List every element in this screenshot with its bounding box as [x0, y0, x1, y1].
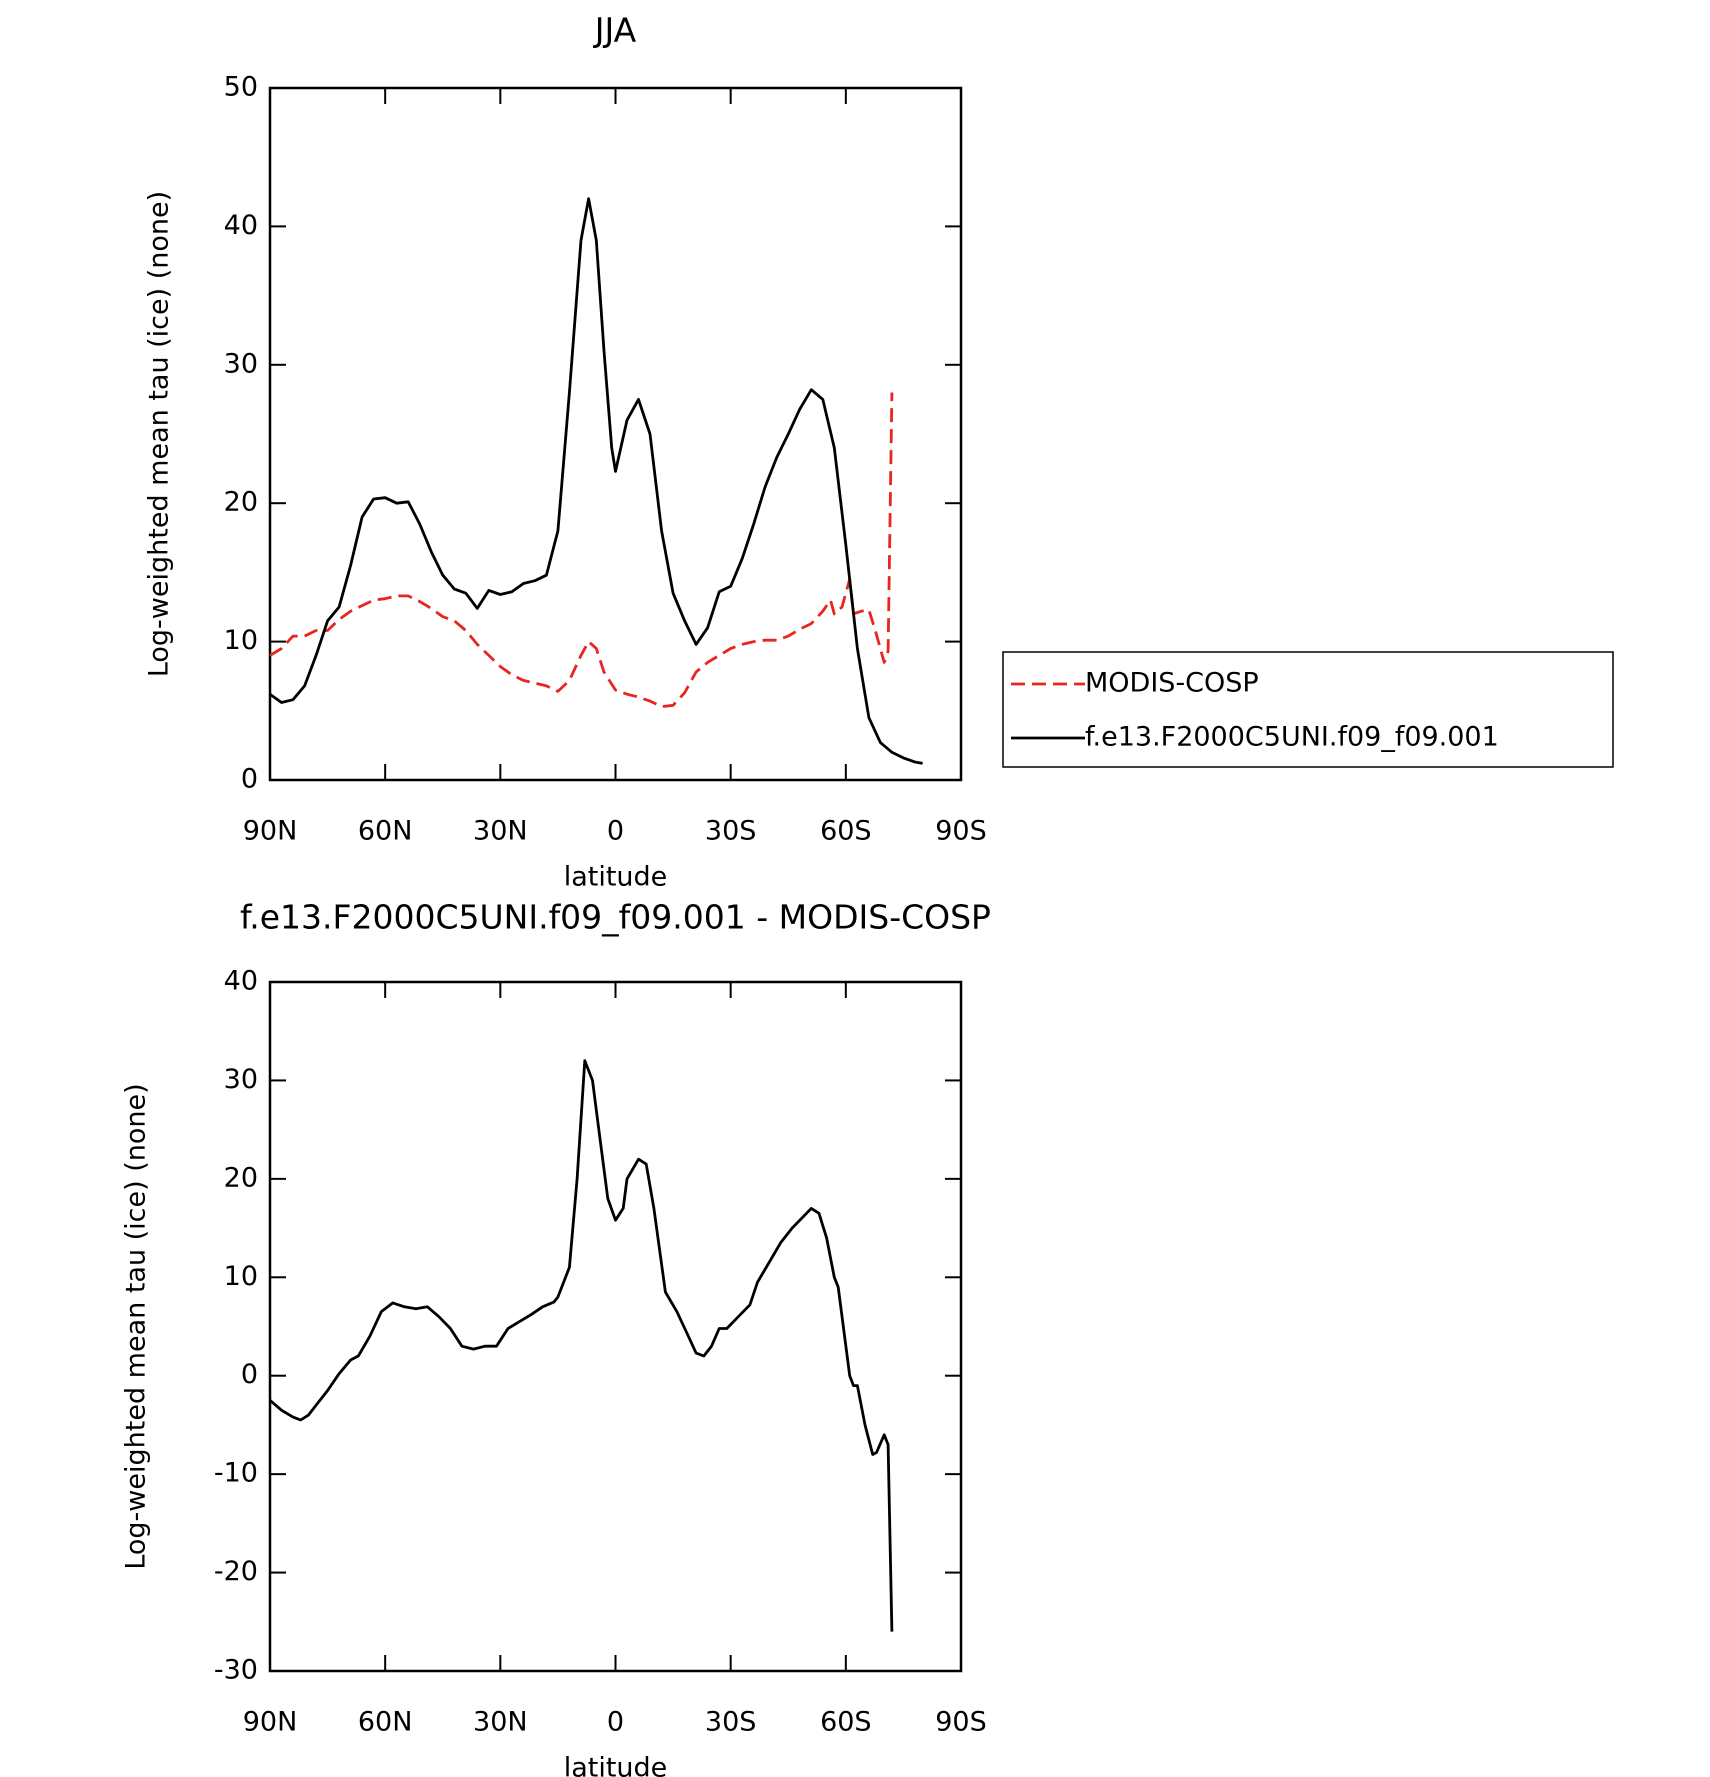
data-line [269, 197, 923, 765]
chart-title: JJA [593, 11, 637, 50]
x-tick-label: 30S [705, 1707, 757, 1738]
chart-title: f.e13.F2000C5UNI.f09_f09.001 - MODIS-COS… [240, 898, 991, 937]
y-tick-label: 30 [224, 348, 258, 379]
y-tick-label: -30 [214, 1655, 258, 1686]
x-tick-label: 0 [607, 816, 624, 847]
legend-box [1002, 651, 1614, 768]
x-axis-label: latitude [564, 862, 668, 893]
x-tick-label: 60S [820, 1707, 872, 1738]
x-tick-label: 90S [935, 816, 987, 847]
y-tick-label: 30 [224, 1064, 258, 1095]
legend-label: MODIS-COSP [1085, 668, 1259, 699]
x-tick-label: 0 [607, 1707, 624, 1738]
y-tick-label: 10 [224, 1261, 258, 1292]
x-tick-label: 90S [935, 1707, 987, 1738]
y-tick-label: 0 [241, 764, 258, 795]
y-tick-label: 40 [224, 966, 258, 997]
data-line [269, 392, 894, 708]
y-tick-label: 20 [224, 487, 258, 518]
plot-frame [268, 86, 963, 782]
y-tick-label: 40 [224, 210, 258, 241]
x-tick-label: 60N [358, 816, 413, 847]
x-tick-label: 90N [243, 816, 298, 847]
y-tick-label: 20 [224, 1162, 258, 1193]
x-tick-label: 30N [473, 816, 528, 847]
x-tick-label: 30N [473, 1707, 528, 1738]
y-axis-label: Log-weighted mean tau (ice) (none) [144, 191, 175, 677]
y-tick-label: 0 [241, 1359, 258, 1390]
x-tick-label: 60N [358, 1707, 413, 1738]
y-axis-label: Log-weighted mean tau (ice) (none) [121, 1083, 152, 1569]
y-tick-label: -10 [214, 1458, 258, 1489]
legend-label: f.e13.F2000C5UNI.f09_f09.001 [1085, 722, 1499, 753]
x-tick-label: 60S [820, 816, 872, 847]
x-axis-label: latitude [564, 1753, 668, 1777]
x-tick-label: 90N [243, 1707, 298, 1738]
y-tick-label: 50 [224, 72, 258, 103]
y-tick-label: 10 [224, 625, 258, 656]
plot-frame [268, 980, 963, 1673]
y-tick-label: -20 [214, 1556, 258, 1587]
x-tick-label: 30S [705, 816, 757, 847]
data-line [269, 1059, 894, 1632]
